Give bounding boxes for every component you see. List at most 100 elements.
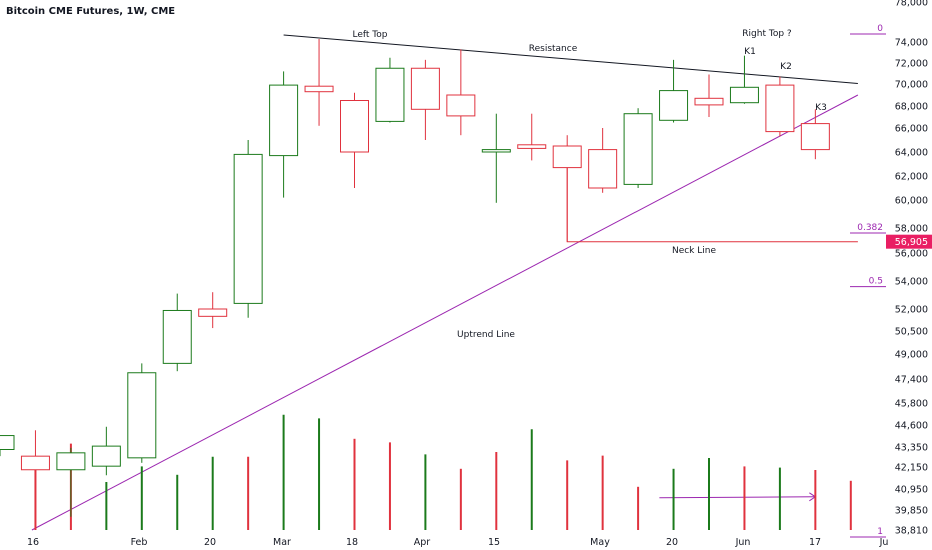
neck-price-badge: 56,905 xyxy=(886,234,932,249)
annotation-neck-line: Neck Line xyxy=(672,246,717,256)
annotation-left-top: Left Top xyxy=(353,30,388,40)
y-tick-label: 44,600 xyxy=(895,421,928,432)
candle xyxy=(198,292,228,329)
candle-body xyxy=(446,94,476,117)
candle xyxy=(0,435,15,457)
candle-body xyxy=(588,149,618,189)
y-tick-label: 43,350 xyxy=(895,443,928,454)
candle-body xyxy=(20,455,50,471)
candle-body xyxy=(269,84,299,157)
y-tick-label: 60,000 xyxy=(895,196,928,207)
candle-body xyxy=(481,149,511,153)
candle-body xyxy=(198,308,228,317)
annotation-k3: K3 xyxy=(815,103,827,113)
fib-level-label: 0 xyxy=(877,24,883,34)
candle xyxy=(375,57,405,123)
volume-trend-arrow xyxy=(659,496,816,499)
volume-bars xyxy=(34,414,852,530)
annotation-k1: K1 xyxy=(744,47,756,57)
fib-level-label: 0.382 xyxy=(857,223,883,233)
candle-body xyxy=(517,144,547,149)
candle xyxy=(694,74,724,117)
x-tick-label: May xyxy=(590,537,610,548)
y-tick-label: 39,850 xyxy=(895,506,928,517)
y-tick-label: 70,000 xyxy=(895,80,928,91)
x-tick-label: 20 xyxy=(204,537,216,548)
y-tick-label: 52,000 xyxy=(895,305,928,316)
candle xyxy=(623,108,653,188)
candle-body xyxy=(233,153,263,304)
candle xyxy=(410,59,440,140)
y-tick-label: 62,000 xyxy=(895,172,928,183)
candle xyxy=(588,128,618,193)
candle xyxy=(56,447,86,517)
x-tick-label: Mar xyxy=(273,537,291,548)
candle xyxy=(233,140,263,318)
annotations: Left Top Right Top ? Resistance K1 K2 K3 Neck … xyxy=(353,29,827,340)
y-tick-label: 56,000 xyxy=(895,249,928,260)
y-tick-label: 42,150 xyxy=(895,463,928,474)
y-tick-label: 78,000 xyxy=(895,0,928,9)
candle xyxy=(304,39,334,126)
resistance-line[interactable] xyxy=(283,34,858,84)
candle-body xyxy=(0,435,15,450)
x-tick-label: 18 xyxy=(346,537,358,548)
y-tick-label: 74,000 xyxy=(895,38,928,49)
candle xyxy=(269,71,299,198)
candle-body xyxy=(340,100,369,153)
candle xyxy=(162,293,192,372)
x-tick-label: 16 xyxy=(27,537,39,548)
fib-level-label: 0.5 xyxy=(869,277,883,287)
candle-body xyxy=(729,86,759,104)
candle-body xyxy=(623,113,653,185)
x-tick-label: Ju xyxy=(879,537,889,548)
y-tick-label: 68,000 xyxy=(895,102,928,113)
y-tick-label: 38,810 xyxy=(895,526,928,537)
y-tick-label: 54,000 xyxy=(895,277,928,288)
x-tick-label: Feb xyxy=(131,537,148,548)
chart-title: Bitcoin CME Futures, 1W, CME xyxy=(6,6,175,17)
candle xyxy=(127,363,157,463)
y-tick-label: 47,400 xyxy=(895,375,928,386)
y-tick-label: 49,000 xyxy=(895,350,928,361)
x-tick-label: 15 xyxy=(488,537,500,548)
candle xyxy=(20,430,50,530)
neck-price-badge-label: 56,905 xyxy=(895,237,928,248)
candle xyxy=(552,135,582,242)
candle-body xyxy=(91,445,121,467)
y-tick-label: 64,000 xyxy=(895,148,928,159)
candle-body xyxy=(765,84,795,133)
y-tick-label: 58,000 xyxy=(895,224,928,235)
candle-body xyxy=(659,90,689,121)
candle-body xyxy=(375,67,405,122)
x-tick-label: Jun xyxy=(735,537,751,548)
candle xyxy=(729,55,759,104)
annotation-right-top: Right Top ? xyxy=(742,29,792,39)
candle-body xyxy=(127,372,157,459)
candle-body xyxy=(162,309,192,364)
annotation-resistance: Resistance xyxy=(529,44,578,54)
candle xyxy=(446,49,476,136)
annotation-uptrend-line: Uptrend Line xyxy=(457,330,515,340)
neck-price-badge-bg xyxy=(886,234,932,249)
candle-body xyxy=(800,123,830,151)
candle-body xyxy=(552,145,582,169)
x-tick-label: 20 xyxy=(666,537,678,548)
fib-levels: 0 0.382 0.5 1 xyxy=(850,24,886,538)
candle-body xyxy=(56,452,86,471)
y-tick-label: 45,800 xyxy=(895,399,928,410)
uptrend-line[interactable] xyxy=(31,94,859,531)
candles xyxy=(0,39,830,530)
candle xyxy=(340,92,369,188)
y-tick-label: 40,950 xyxy=(895,485,928,496)
candle-body xyxy=(304,85,334,93)
candle xyxy=(659,59,689,123)
x-tick-label: Apr xyxy=(414,537,431,548)
y-tick-label: 72,000 xyxy=(895,59,928,70)
candle xyxy=(481,113,511,203)
candle xyxy=(800,109,830,160)
fib-level-label: 1 xyxy=(877,527,883,537)
candle-body xyxy=(694,97,724,106)
axes: 78,000 74,000 72,000 70,000 68,000 66,000 64,0… xyxy=(27,0,932,548)
